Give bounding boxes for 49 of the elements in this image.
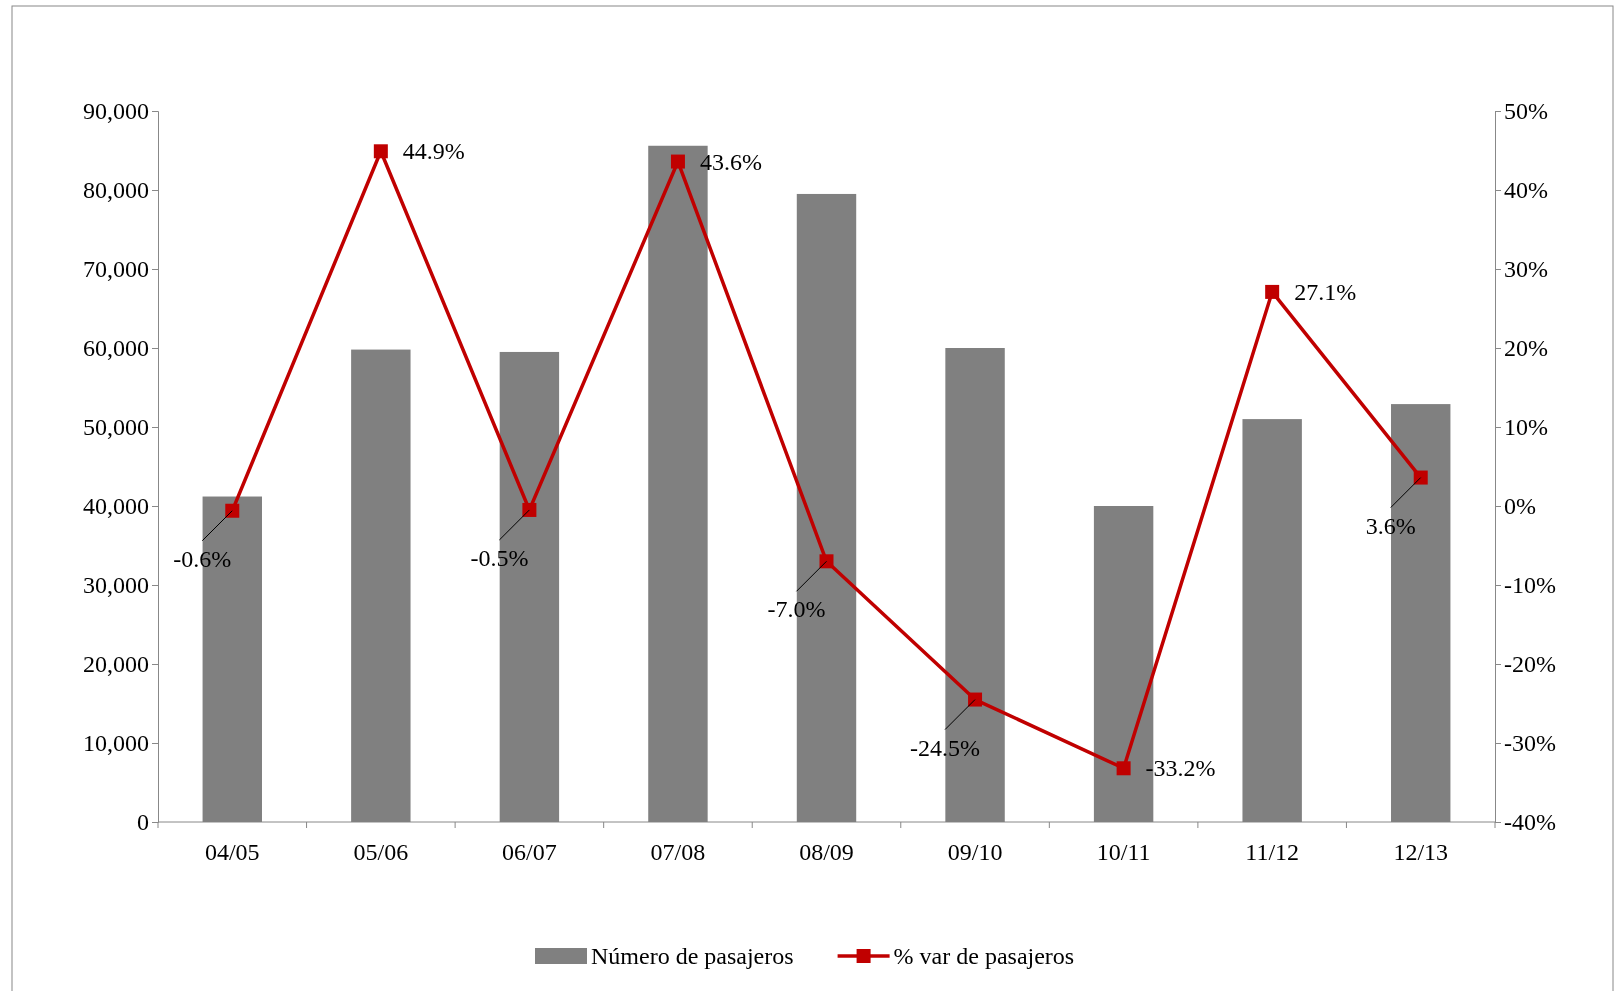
- y2-tick-label: 20%: [1504, 335, 1548, 362]
- x-tick-label: 05/06: [353, 839, 409, 865]
- point: [670, 154, 685, 169]
- point: [968, 692, 983, 707]
- y-tick-label: 80,000: [83, 177, 149, 204]
- y-tick-label: 10,000: [83, 730, 149, 757]
- y2-tick-label: -30%: [1504, 730, 1556, 757]
- y2-tick-label: 0%: [1504, 493, 1536, 520]
- point: [522, 502, 537, 517]
- y2-tick-label: 10%: [1504, 414, 1548, 441]
- data-label: -0.6%: [173, 545, 232, 572]
- y2-tick-label: -10%: [1504, 572, 1556, 599]
- x-tick-label: 06/07: [502, 839, 557, 865]
- y-tick-label: 50,000: [83, 414, 149, 441]
- data-label: 3.6%: [1365, 512, 1416, 539]
- data-label: 43.6%: [699, 148, 762, 175]
- x-tick-label: 12/13: [1393, 839, 1449, 865]
- data-label: 27.1%: [1294, 278, 1357, 305]
- y-tick-label: 60,000: [83, 335, 149, 362]
- y2-tick-label: 40%: [1504, 177, 1548, 204]
- x-tick-label: 09/10: [947, 839, 1003, 865]
- y-tick-label: 40,000: [83, 493, 149, 520]
- point: [373, 144, 388, 159]
- y-tick-label: 30,000: [83, 572, 149, 599]
- data-label: -7.0%: [767, 596, 826, 623]
- y-tick-label: 0: [137, 809, 149, 836]
- point: [1265, 284, 1280, 299]
- x-tick-label: 07/08: [650, 839, 706, 865]
- y2-tick-label: -20%: [1504, 651, 1556, 678]
- y2-tick-label: 30%: [1504, 256, 1548, 283]
- y2-tick-label: -40%: [1504, 809, 1556, 836]
- x-tick-label: 11/12: [1245, 839, 1300, 865]
- point: [1116, 761, 1131, 776]
- y2-tick-label: 50%: [1504, 98, 1548, 125]
- point: [1413, 470, 1428, 485]
- legend-label: % var de pasajeros: [893, 943, 1075, 969]
- data-label: 44.9%: [402, 138, 465, 165]
- y-tick-label: 70,000: [83, 256, 149, 283]
- data-label: -0.5%: [470, 544, 529, 571]
- point: [819, 554, 834, 569]
- data-label: -33.2%: [1145, 755, 1216, 782]
- y-tick-label: 90,000: [83, 98, 149, 125]
- x-tick-label: 04/05: [204, 839, 260, 865]
- data-label: -24.5%: [910, 734, 981, 761]
- x-tick-label: 10/11: [1096, 839, 1151, 865]
- y-tick-label: 20,000: [83, 651, 149, 678]
- point: [225, 503, 240, 518]
- legend-label: Número de pasajeros: [591, 943, 794, 969]
- x-tick-label: 08/09: [799, 839, 854, 865]
